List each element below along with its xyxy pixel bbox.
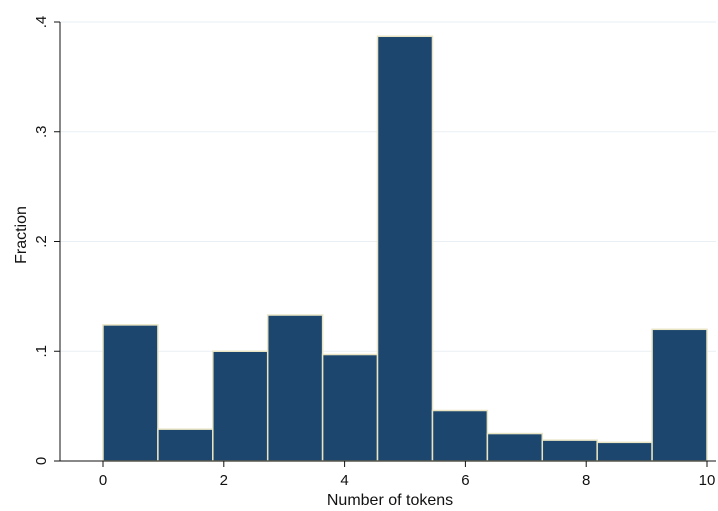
histogram-bar-9	[596, 441, 653, 462]
histogram-bar-1	[157, 428, 214, 462]
y-tick-label-4: .4	[33, 16, 50, 29]
x-tick-label-2: 4	[340, 472, 348, 489]
y-axis: 0 .1 .2 .3 .4	[33, 16, 61, 465]
x-tick-label-4: 8	[582, 472, 590, 489]
y-tick-label-1: .1	[33, 345, 50, 358]
histogram-bar-2	[212, 350, 269, 462]
histogram-bar-3	[266, 314, 324, 462]
histogram-bar-10	[651, 328, 708, 462]
x-tick-label-1: 2	[220, 472, 228, 489]
y-axis-title: Fraction	[13, 206, 30, 264]
histogram-bars	[102, 35, 708, 462]
y-tick-label-2: .2	[33, 235, 50, 248]
histogram-bar-4	[321, 353, 379, 462]
x-axis: 0 2 4 6 8 10	[60, 460, 716, 489]
x-tick-label-0: 0	[99, 472, 107, 489]
x-axis-title: Number of tokens	[327, 492, 453, 509]
histogram-bar-7	[486, 432, 544, 462]
y-tick-label-0: 0	[33, 457, 50, 465]
histogram-bar-0	[102, 324, 159, 462]
x-tick-label-3: 6	[461, 472, 469, 489]
y-tick-label-3: .3	[33, 125, 50, 138]
histogram-bar-8	[541, 439, 598, 462]
histogram-bar-6	[431, 409, 489, 462]
x-tick-label-5: 10	[699, 472, 716, 489]
histogram-bar-5	[376, 35, 434, 462]
